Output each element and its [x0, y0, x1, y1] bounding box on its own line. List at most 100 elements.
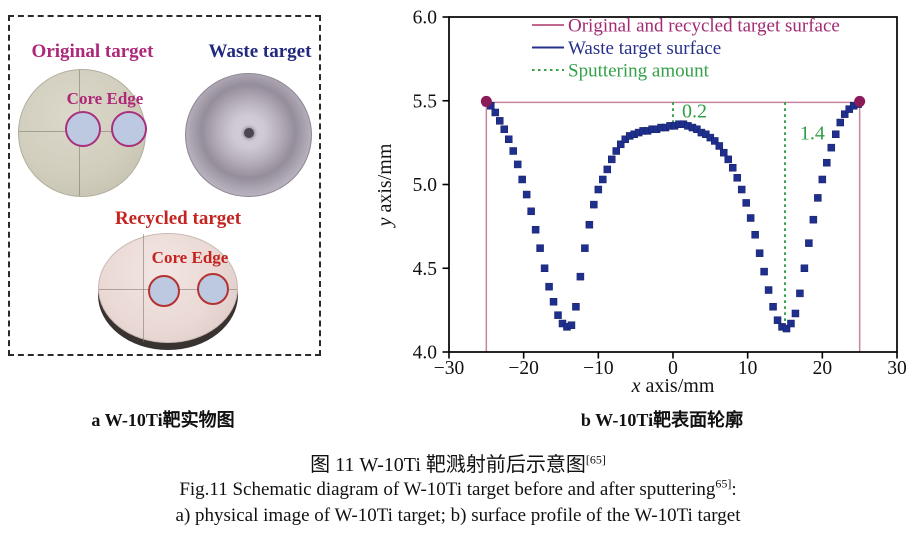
x-axis-tick-label: −10: [583, 358, 614, 379]
sputter-annotation-label: 0.2: [682, 101, 707, 123]
waste-profile-point: [809, 215, 818, 224]
recycled-target-photo: [98, 233, 238, 343]
waste-target-label: Waste target: [208, 41, 312, 62]
waste-profile-point: [711, 137, 719, 145]
waste-profile-point: [594, 185, 603, 194]
waste-profile-point: [751, 231, 759, 239]
y-axis-tick-label: 5.5: [413, 91, 437, 112]
waste-profile-point: [769, 303, 777, 311]
original-target-label: Original target: [31, 41, 154, 62]
waste-profile-point: [805, 239, 813, 247]
waste-profile-point: [518, 175, 526, 184]
surface-profile-chart: 0.2 1.4 −30 −20 −10 0 10 20 30 4.0 4.5 5.0 5.5 6.0 x a…: [376, 8, 907, 398]
waste-profile-point: [800, 264, 809, 272]
waste-profile-point: [585, 220, 594, 229]
waste-profile-point: [746, 214, 755, 222]
reference-endpoint-marker: [480, 95, 492, 107]
waste-profile-point: [724, 155, 733, 164]
x-axis-tick-label: 30: [887, 358, 907, 379]
legend-label: Original and recycled target surface: [568, 16, 840, 37]
waste-profile-point: [760, 267, 768, 276]
waste-profile-point: [572, 303, 580, 311]
waste-profile-point: [504, 135, 513, 144]
original-edge-circle: [111, 111, 147, 147]
waste-profile-point: [545, 282, 553, 291]
legend-label: Sputtering amount: [568, 61, 710, 82]
waste-profile-point: [742, 199, 750, 207]
y-axis-title: y axis/mm: [376, 143, 396, 228]
waste-profile-point: [616, 140, 625, 149]
reference-endpoint-marker: [854, 95, 866, 107]
sub-caption-b: b W-10Ti靶表面轮廓: [580, 410, 744, 430]
waste-profile-point: [827, 143, 836, 152]
waste-profile-point: [608, 155, 616, 164]
original-target-photo: [18, 69, 147, 197]
caption-en1-tail: :: [731, 479, 737, 500]
waste-profile-point: [840, 110, 849, 118]
waste-profile-point: [590, 200, 598, 209]
waste-profile-point: [513, 160, 522, 169]
y-axis-tick-label: 4.5: [413, 259, 437, 280]
waste-profile-point: [496, 117, 504, 125]
figure-caption-english-line2: a) physical image of W-10Ti target; b) s…: [175, 505, 741, 526]
waste-profile-point: [603, 165, 612, 174]
caption-zh-reference: [65]: [585, 452, 606, 467]
waste-profile-point: [531, 225, 540, 234]
waste-target-photo: [185, 73, 312, 197]
waste-profile-point: [554, 311, 562, 319]
waste-profile-point: [567, 321, 576, 329]
x-axis-tick-label: 10: [738, 358, 758, 379]
waste-profile-point: [764, 286, 773, 294]
figure-caption-chinese: 图 11 W-10Ti 靶溅射前后示意图[65]: [0, 448, 916, 477]
waste-profile-point: [755, 249, 764, 257]
waste-profile-point: [612, 147, 621, 155]
waste-profile-point: [500, 125, 509, 133]
caption-en1-reference: 65]: [715, 476, 732, 491]
y-axis-tick-label: 4.0: [413, 343, 437, 364]
y-axis-tick-label: 5.0: [413, 175, 437, 196]
waste-profile-point: [791, 309, 800, 318]
waste-profile-point: [536, 244, 544, 252]
waste-profile-point: [522, 190, 531, 199]
recycled-core-edge-label: Core Edge: [151, 248, 229, 267]
waste-profile-point: [509, 147, 517, 155]
recycled-core-circle: [148, 275, 180, 307]
y-axis-tick-label: 6.0: [413, 8, 437, 29]
waste-profile-point: [527, 207, 535, 216]
x-axis-tick-label: 0: [668, 358, 678, 379]
waste-profile-point: [715, 142, 724, 150]
waste-profile-point: [832, 130, 840, 138]
waste-profile-point: [737, 185, 746, 194]
waste-profile-point: [491, 108, 500, 117]
crosshair-vertical: [143, 234, 144, 342]
waste-profile-point: [720, 148, 728, 157]
panel-a-dashed-border: [8, 15, 321, 356]
waste-profile-point: [581, 244, 589, 252]
original-core-circle: [65, 111, 101, 147]
waste-profile-point: [836, 118, 845, 127]
waste-profile-point: [787, 319, 795, 328]
recycled-target-label: Recycled target: [114, 208, 242, 229]
legend-label: Waste target surface: [568, 38, 721, 59]
recycled-edge-circle: [197, 273, 229, 305]
waste-target-center-dot: [244, 128, 254, 138]
figure-caption-english-line1: Fig.11 Schematic diagram of W-10Ti targe…: [0, 476, 916, 501]
waste-profile-point: [540, 264, 549, 272]
waste-profile-point: [818, 175, 827, 184]
waste-profile-point: [773, 316, 782, 324]
x-axis-tick-label: 20: [813, 358, 833, 379]
waste-profile-point: [796, 289, 804, 298]
sub-caption-a: a W-10Ti靶实物图: [91, 410, 235, 430]
original-core-edge-label: Core Edge: [66, 89, 144, 108]
caption-en1-text: Fig.11 Schematic diagram of W-10Ti targe…: [179, 479, 716, 500]
waste-profile-point: [549, 298, 558, 306]
waste-profile-point: [728, 164, 737, 172]
caption-zh-text: 图 11 W-10Ti 靶溅射前后示意图: [310, 454, 586, 476]
x-axis-tick-label: −30: [434, 358, 465, 379]
waste-profile-point: [823, 158, 831, 167]
sputter-annotation-label: 1.4: [800, 122, 825, 144]
x-axis-title: x axis/mm: [631, 375, 715, 397]
waste-profile-point: [782, 324, 791, 333]
waste-profile-point: [814, 194, 822, 202]
